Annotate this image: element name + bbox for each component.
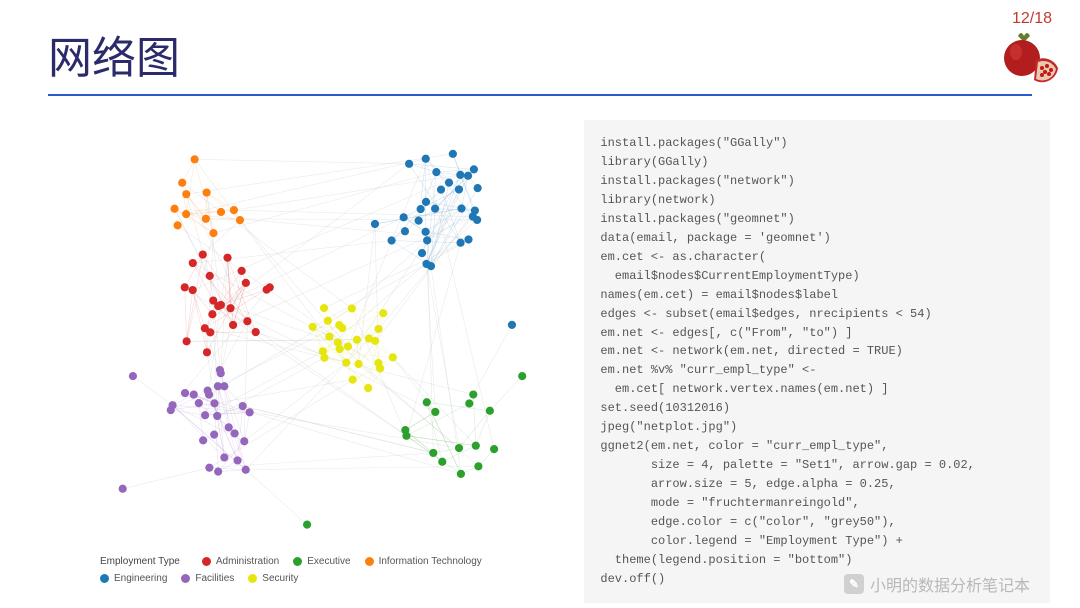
network-graph (60, 120, 564, 540)
code-panel: install.packages("GGally") library(GGall… (584, 120, 1050, 588)
legend-item: Engineering (100, 573, 167, 584)
content-row: Employment Type Administration Executive I… (60, 120, 1050, 588)
wechat-icon: ✎ (844, 574, 864, 594)
network-panel: Employment Type Administration Executive I… (60, 120, 564, 588)
page-title: 网络图 (48, 22, 180, 86)
legend-dot (293, 557, 302, 566)
legend-dot (202, 557, 211, 566)
legend-label: Executive (307, 556, 350, 567)
legend-item: Security (248, 573, 298, 584)
legend-label: Engineering (114, 573, 167, 584)
code-block: install.packages("GGally") library(GGall… (584, 120, 1050, 603)
legend-item: Information Technology (365, 556, 482, 567)
legend-item: Facilities (181, 573, 234, 584)
title-rule (48, 94, 1032, 96)
legend-dot (248, 574, 257, 583)
legend-label: Security (262, 573, 298, 584)
legend-label: Administration (216, 556, 279, 567)
watermark: ✎ 小明的数据分析笔记本 (844, 572, 1030, 596)
pomegranate-icon (998, 30, 1062, 86)
legend-dot (365, 557, 374, 566)
legend-title: Employment Type (100, 556, 180, 567)
page-number: 12/18 (1012, 10, 1052, 28)
legend-dot (100, 574, 109, 583)
watermark-text: 小明的数据分析笔记本 (870, 572, 1030, 596)
legend-item: Executive (293, 556, 350, 567)
legend-dot (181, 574, 190, 583)
legend-label: Facilities (195, 573, 234, 584)
legend-item: Administration (202, 556, 279, 567)
legend-label: Information Technology (379, 556, 482, 567)
legend: Employment Type Administration Executive I… (100, 556, 554, 584)
